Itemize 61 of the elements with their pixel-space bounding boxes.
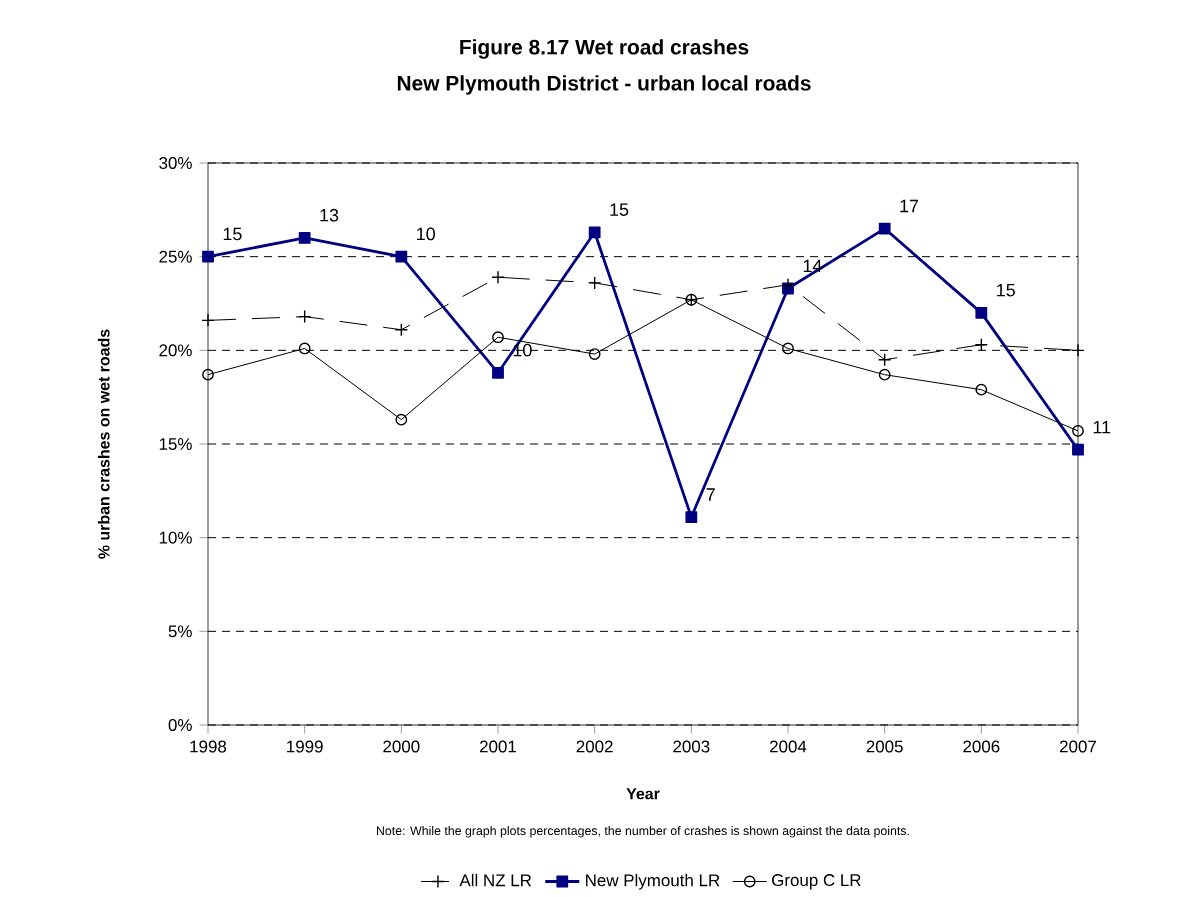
chart-title: Figure 8.17 Wet road crashes	[460, 39, 749, 59]
point	[588, 348, 601, 360]
annotation: 15	[610, 203, 629, 216]
legend-label: Group C LR	[772, 874, 861, 890]
x-tick-label: 2000	[383, 740, 420, 753]
y-tick-label: 30%	[159, 157, 192, 169]
x-tick-label: 2003	[673, 740, 710, 753]
point	[201, 313, 215, 328]
annotation: 11	[1093, 420, 1111, 434]
point	[202, 250, 214, 263]
point	[685, 511, 698, 523]
legend-label: All NZ LR	[459, 873, 532, 887]
point	[492, 331, 504, 344]
point	[781, 278, 795, 292]
x-tick-label: 1999	[287, 740, 323, 753]
point	[878, 222, 891, 235]
point	[491, 270, 505, 284]
point	[588, 226, 601, 239]
point	[587, 276, 602, 290]
y-axis-title: % urban crashes on wet roads	[97, 329, 110, 559]
point	[975, 383, 988, 396]
y-tick-label: 5%	[168, 625, 192, 638]
x-tick-label: 2004	[770, 740, 807, 753]
point	[878, 368, 891, 381]
point	[975, 306, 988, 319]
point	[974, 338, 989, 352]
x-tick-label: 2002	[576, 740, 613, 753]
point	[394, 323, 409, 337]
text: Note: While the graph plots percentages, the number of crashes is shown against the data points.	[376, 826, 909, 838]
x-tick-label: 2001	[480, 740, 517, 753]
y-tick-label: 10%	[159, 531, 192, 544]
point	[1072, 443, 1084, 456]
x-tick-label: 2006	[963, 740, 1000, 753]
annotation: 17	[900, 199, 919, 213]
y-tick-label: 15%	[159, 438, 192, 450]
x-axis-title: Year	[626, 788, 660, 800]
chart-subtitle: New Plymouth District - urban local roads	[397, 75, 811, 95]
annotation: 13	[320, 208, 339, 222]
y-tick-label: 25%	[159, 250, 192, 263]
annotation: 15	[997, 283, 1015, 297]
x-tick-label: 1998	[190, 740, 227, 753]
annotation: 10	[417, 227, 435, 241]
point	[395, 250, 408, 263]
point	[782, 342, 794, 355]
annotation: 7	[706, 488, 715, 501]
legend-label: New Plymouth LR	[586, 873, 720, 890]
point	[202, 368, 214, 381]
annotation: 14	[803, 259, 822, 273]
point	[1072, 424, 1084, 437]
x-tick-label: 2005	[866, 740, 903, 753]
x-tick-label: 2007	[1060, 740, 1096, 753]
point	[395, 413, 408, 426]
point	[298, 342, 311, 355]
point	[298, 232, 311, 244]
point	[297, 309, 312, 324]
point	[1071, 343, 1085, 358]
y-tick-label: 20%	[159, 344, 192, 357]
point	[492, 366, 504, 379]
y-tick-label: 0%	[168, 719, 192, 731]
point	[877, 353, 892, 367]
annotation: 15	[223, 227, 242, 241]
